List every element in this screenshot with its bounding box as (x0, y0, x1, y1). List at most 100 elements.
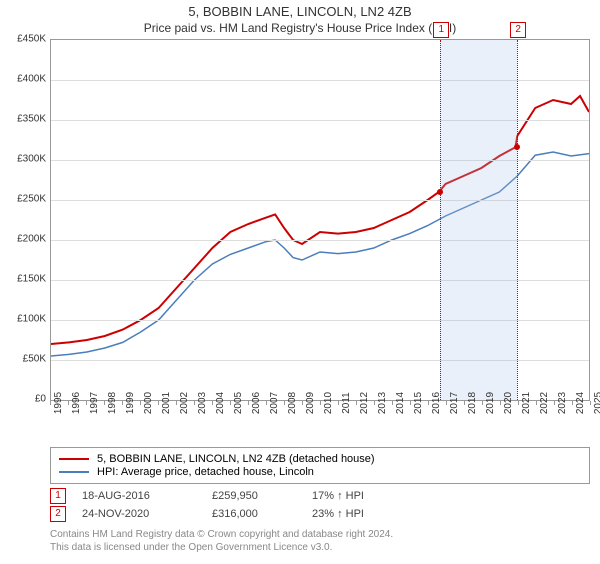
sale-vline (517, 40, 518, 400)
x-tick-mark (302, 401, 303, 405)
y-tick-label: £450K (17, 34, 46, 45)
x-tick-label: 2020 (503, 392, 514, 414)
sale-marker-box: 2 (510, 22, 526, 38)
sale-point (437, 189, 443, 195)
sale-date: 24-NOV-2020 (82, 508, 212, 520)
x-tick-mark (356, 401, 357, 405)
x-tick-label: 2022 (539, 392, 550, 414)
y-tick-label: £0 (35, 394, 46, 405)
legend-swatch (59, 471, 89, 473)
x-tick-mark (230, 401, 231, 405)
x-tick-label: 2013 (377, 392, 388, 414)
x-tick-label: 2024 (575, 392, 586, 414)
sales-table: 1 18-AUG-2016 £259,950 17% ↑ HPI 2 24-NO… (50, 488, 590, 522)
sale-row: 1 18-AUG-2016 £259,950 17% ↑ HPI (50, 488, 590, 504)
sale-date: 18-AUG-2016 (82, 490, 212, 502)
x-tick-mark (536, 401, 537, 405)
y-tick-label: £50K (23, 354, 46, 365)
x-tick-mark (104, 401, 105, 405)
chart-plot-area: 12 (50, 39, 590, 401)
x-tick-label: 2008 (287, 392, 298, 414)
x-tick-mark (572, 401, 573, 405)
x-tick-label: 1996 (71, 392, 82, 414)
x-tick-label: 2016 (431, 392, 442, 414)
x-tick-mark (248, 401, 249, 405)
x-tick-mark (428, 401, 429, 405)
x-tick-mark (266, 401, 267, 405)
x-tick-mark (68, 401, 69, 405)
x-tick-label: 1997 (89, 392, 100, 414)
x-tick-label: 2012 (359, 392, 370, 414)
ownership-band (440, 40, 517, 400)
y-tick-label: £200K (17, 234, 46, 245)
x-tick-mark (158, 401, 159, 405)
x-tick-mark (518, 401, 519, 405)
x-tick-label: 2023 (557, 392, 568, 414)
x-tick-label: 2017 (449, 392, 460, 414)
sale-row: 2 24-NOV-2020 £316,000 23% ↑ HPI (50, 506, 590, 522)
sale-vline (440, 40, 441, 400)
x-tick-label: 2019 (485, 392, 496, 414)
y-tick-label: £350K (17, 114, 46, 125)
x-tick-label: 2004 (215, 392, 226, 414)
x-tick-mark (464, 401, 465, 405)
legend-label: 5, BOBBIN LANE, LINCOLN, LN2 4ZB (detach… (97, 453, 375, 465)
x-tick-label: 2014 (395, 392, 406, 414)
sale-marker: 1 (50, 488, 66, 504)
legend-item: HPI: Average price, detached house, Linc… (59, 466, 581, 478)
y-tick-label: £400K (17, 74, 46, 85)
x-tick-mark (410, 401, 411, 405)
x-tick-label: 2005 (233, 392, 244, 414)
x-tick-label: 2007 (269, 392, 280, 414)
x-tick-mark (194, 401, 195, 405)
x-tick-mark (86, 401, 87, 405)
x-tick-label: 1998 (107, 392, 118, 414)
x-tick-mark (482, 401, 483, 405)
x-tick-label: 2015 (413, 392, 424, 414)
chart-title: 5, BOBBIN LANE, LINCOLN, LN2 4ZB (0, 4, 600, 19)
y-tick-label: £150K (17, 274, 46, 285)
x-tick-label: 2011 (341, 392, 352, 414)
sale-point (514, 144, 520, 150)
x-tick-mark (374, 401, 375, 405)
sale-price: £316,000 (212, 508, 312, 520)
legend-label: HPI: Average price, detached house, Linc… (97, 466, 314, 478)
y-tick-label: £300K (17, 154, 46, 165)
x-tick-mark (338, 401, 339, 405)
x-tick-mark (140, 401, 141, 405)
x-tick-mark (176, 401, 177, 405)
legend-item: 5, BOBBIN LANE, LINCOLN, LN2 4ZB (detach… (59, 453, 581, 465)
sale-marker: 2 (50, 506, 66, 522)
x-tick-mark (446, 401, 447, 405)
x-tick-label: 2009 (305, 392, 316, 414)
x-tick-label: 2018 (467, 392, 478, 414)
x-tick-label: 2025 (593, 392, 600, 414)
sale-hpi: 23% ↑ HPI (312, 508, 412, 520)
footer-line: This data is licensed under the Open Gov… (50, 541, 590, 554)
x-tick-mark (590, 401, 591, 405)
x-tick-mark (212, 401, 213, 405)
x-tick-label: 2001 (161, 392, 172, 414)
x-tick-label: 1995 (53, 392, 64, 414)
legend: 5, BOBBIN LANE, LINCOLN, LN2 4ZB (detach… (50, 447, 590, 484)
x-axis: 1995199619971998199920002001200220032004… (50, 401, 590, 441)
x-tick-mark (284, 401, 285, 405)
x-tick-label: 2021 (521, 392, 532, 414)
sale-price: £259,950 (212, 490, 312, 502)
y-tick-label: £100K (17, 314, 46, 325)
sale-marker-box: 1 (433, 22, 449, 38)
x-tick-label: 1999 (125, 392, 136, 414)
x-tick-label: 2000 (143, 392, 154, 414)
y-tick-label: £250K (17, 194, 46, 205)
x-tick-mark (554, 401, 555, 405)
x-tick-label: 2006 (251, 392, 262, 414)
x-tick-mark (500, 401, 501, 405)
x-tick-mark (50, 401, 51, 405)
x-tick-label: 2003 (197, 392, 208, 414)
x-tick-mark (320, 401, 321, 405)
legend-swatch (59, 458, 89, 460)
footer: Contains HM Land Registry data © Crown c… (50, 528, 590, 554)
x-tick-label: 2010 (323, 392, 334, 414)
x-tick-label: 2002 (179, 392, 190, 414)
sale-hpi: 17% ↑ HPI (312, 490, 412, 502)
